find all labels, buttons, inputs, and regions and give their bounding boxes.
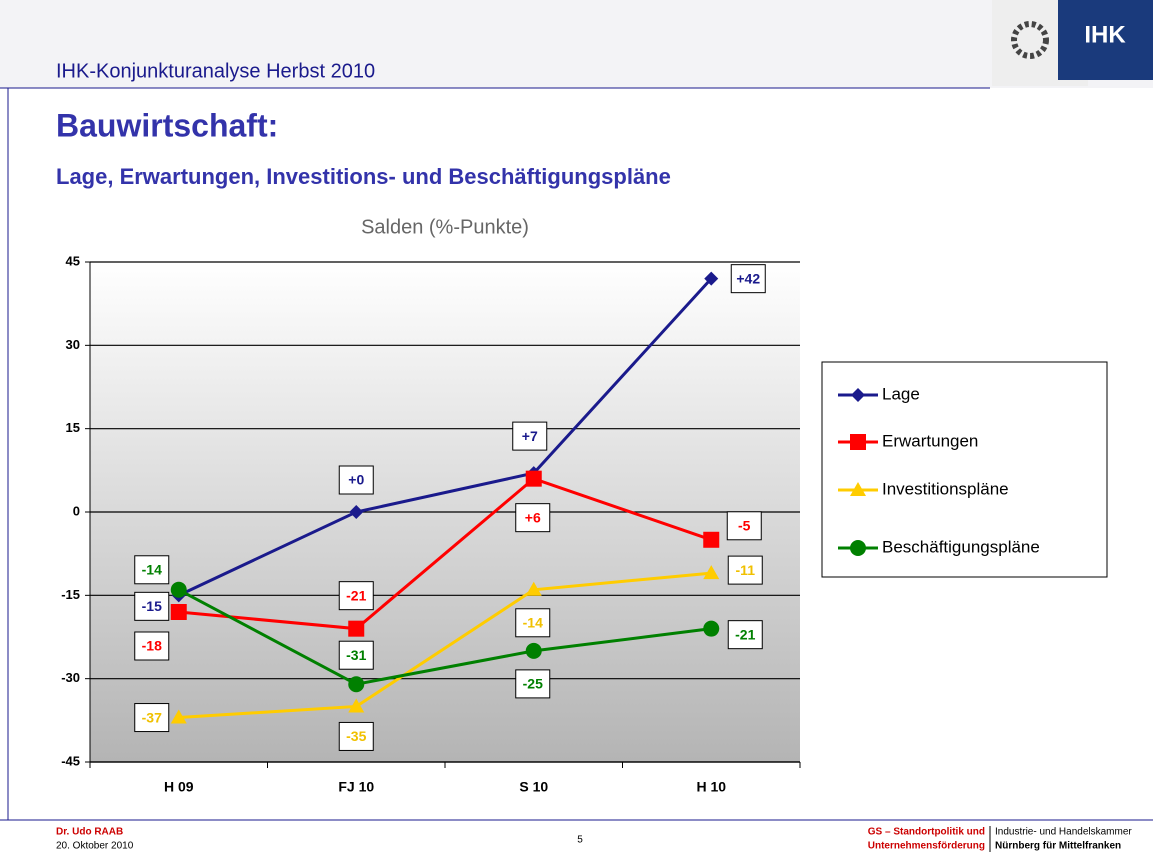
- logo-box: [1058, 0, 1153, 80]
- marker: [170, 581, 187, 598]
- x-tick-label: H 10: [696, 779, 726, 795]
- marker: [703, 565, 720, 580]
- value-label-box: [134, 555, 170, 585]
- marker: [349, 505, 364, 519]
- marker: [170, 604, 187, 620]
- value-label: -14: [523, 614, 543, 630]
- marker: [348, 698, 365, 713]
- marker: [525, 470, 542, 487]
- series-line: [178, 277, 713, 597]
- value-label-box: [515, 669, 551, 699]
- value-label-box: [512, 421, 548, 451]
- value-label: -21: [735, 626, 755, 642]
- logo-text: IHK: [1084, 21, 1126, 48]
- value-label-box: [727, 555, 763, 585]
- chart-title: Salden (%-Punkte): [361, 216, 529, 238]
- marker: [850, 482, 866, 496]
- x-tick-label: S 10: [519, 779, 548, 795]
- value-label: -5: [738, 517, 751, 533]
- value-label: -35: [346, 728, 366, 744]
- value-label: +0: [348, 472, 364, 488]
- value-label: +7: [522, 428, 538, 444]
- value-label: -21: [346, 587, 366, 603]
- value-label: -25: [523, 676, 543, 692]
- header-title: IHK-Konjunkturanalyse Herbst 2010: [56, 60, 375, 82]
- value-label-box: [134, 703, 170, 733]
- value-label: -31: [346, 647, 366, 663]
- x-tick-label: FJ 10: [338, 779, 374, 795]
- footer-dept: GS – Standortpolitik und: [868, 827, 985, 838]
- value-label-box: [338, 581, 374, 611]
- y-tick-label: 45: [66, 253, 80, 268]
- marker: [704, 271, 719, 286]
- legend-label: Lage: [882, 384, 920, 403]
- y-tick-label: -45: [61, 753, 80, 768]
- footer-org: Industrie- und Handelskammer: [995, 827, 1132, 838]
- header-bar: [0, 0, 1153, 88]
- x-tick-label: H 09: [164, 779, 194, 795]
- y-tick-label: -15: [61, 587, 80, 602]
- footer-author: Dr. Udo RAAB: [56, 827, 123, 838]
- logo-icon: [1011, 21, 1049, 59]
- value-label-box: [338, 465, 374, 495]
- y-tick-label: 15: [66, 420, 80, 435]
- y-tick-label: 30: [66, 337, 80, 352]
- footer-dept: Unternehmensförderung: [868, 841, 985, 852]
- series-line: [178, 476, 712, 631]
- legend-label: Beschäftigungspläne: [882, 537, 1040, 556]
- value-label: -14: [142, 561, 162, 577]
- value-label: -15: [142, 598, 162, 614]
- marker: [170, 709, 187, 724]
- value-label-box: [515, 608, 551, 638]
- value-label: -18: [142, 638, 162, 654]
- y-tick-label: -30: [61, 670, 80, 685]
- marker: [525, 642, 542, 659]
- value-label: -11: [736, 562, 756, 578]
- value-label-box: [726, 511, 762, 541]
- slide-title: Bauwirtschaft:: [56, 107, 278, 143]
- value-label: +6: [525, 509, 541, 525]
- marker: [851, 388, 865, 402]
- footer-date: 20. Oktober 2010: [56, 841, 134, 852]
- marker: [525, 581, 542, 596]
- value-label: +42: [736, 270, 760, 286]
- legend: [821, 361, 1108, 578]
- value-label-box: [134, 631, 170, 661]
- legend-label: Investitionspläne: [882, 479, 1009, 498]
- footer-org: Nürnberg für Mittelfranken: [995, 841, 1121, 852]
- legend-label: Erwartungen: [882, 431, 978, 450]
- value-label-box: [727, 620, 763, 650]
- marker: [703, 531, 720, 548]
- value-label-box: [730, 264, 766, 294]
- marker: [348, 676, 365, 693]
- series-line: [178, 588, 712, 686]
- value-label-box: [134, 591, 170, 621]
- marker: [850, 434, 866, 450]
- marker: [850, 540, 866, 556]
- value-label-box: [338, 721, 374, 751]
- slide-subtitle: Lage, Erwartungen, Investitions- und Bes…: [56, 164, 671, 189]
- y-tick-label: 0: [73, 503, 80, 518]
- marker: [348, 620, 365, 637]
- footer-page: 5: [577, 835, 583, 846]
- value-label-box: [515, 503, 551, 533]
- series-line: [178, 571, 712, 720]
- value-label: -37: [142, 709, 162, 725]
- value-label-box: [338, 640, 374, 670]
- marker: [703, 620, 720, 637]
